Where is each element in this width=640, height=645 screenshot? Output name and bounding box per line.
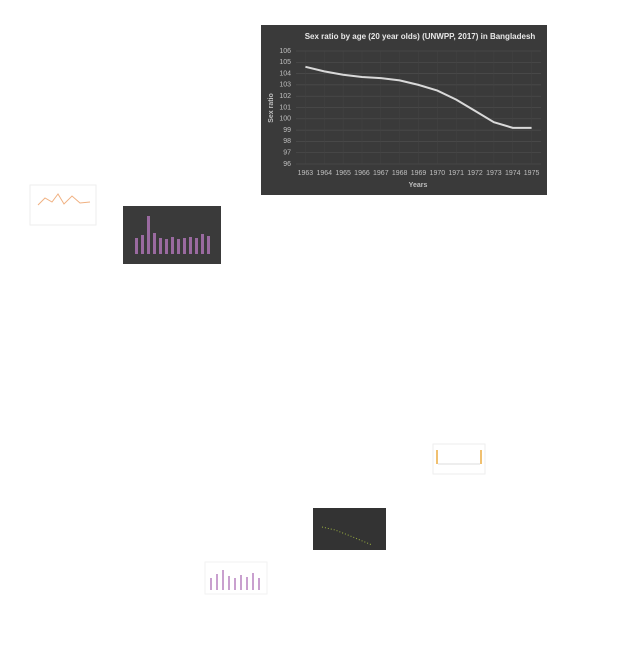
y-tick-label: 96 [283, 161, 291, 168]
chart-background [261, 25, 547, 195]
x-tick-label: 1974 [505, 170, 521, 177]
thumbnail [204, 561, 268, 595]
y-tick-label: 99 [283, 127, 291, 134]
x-tick-label: 1967 [373, 170, 389, 177]
y-tick-label: 105 [279, 59, 291, 66]
thumbnail [29, 184, 97, 226]
chart-title: Sex ratio by age (20 year olds) (UNWPP, … [305, 32, 536, 41]
x-tick-label: 1963 [298, 170, 314, 177]
x-tick-label: 1965 [335, 170, 351, 177]
x-tick-label: 1975 [524, 170, 540, 177]
y-tick-label: 106 [279, 48, 291, 55]
y-tick-label: 98 [283, 138, 291, 145]
y-tick-label: 104 [279, 70, 291, 77]
y-tick-label: 102 [279, 93, 291, 100]
x-tick-label: 1973 [486, 170, 502, 177]
y-tick-label: 97 [283, 150, 291, 157]
x-tick-label: 1964 [316, 170, 332, 177]
y-axis-label: Sex ratio [268, 93, 275, 123]
x-tick-label: 1969 [411, 170, 427, 177]
x-axis-label: Years [409, 182, 428, 189]
y-tick-label: 103 [279, 82, 291, 89]
y-tick-label: 100 [279, 116, 291, 123]
thumbnail [313, 508, 386, 550]
x-tick-label: 1971 [448, 170, 464, 177]
x-tick-label: 1968 [392, 170, 408, 177]
line [305, 65, 532, 129]
thumbnail [432, 443, 486, 475]
y-tick-label: 101 [279, 104, 291, 111]
x-tick-label: 1970 [430, 170, 446, 177]
x-tick-label: 1972 [467, 170, 483, 177]
thumbnail [123, 206, 221, 264]
x-tick-label: 1966 [354, 170, 370, 177]
